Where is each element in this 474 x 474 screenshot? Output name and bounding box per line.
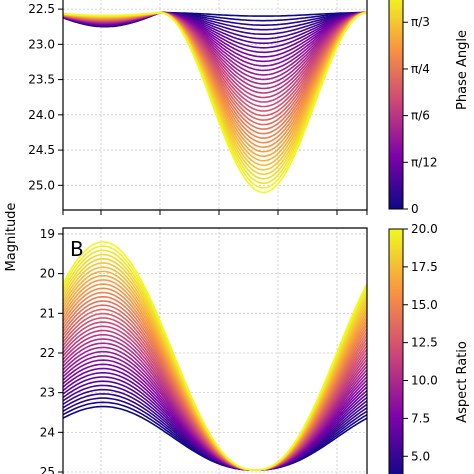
colorbar-phase-angle: 0 π/12 π/6 π/4 π/3 Phase Angle <box>388 0 470 216</box>
y-tick-label: 25 <box>40 465 55 474</box>
colorbar-aspect-ratio-ticks: 5.0 7.5 10.0 12.5 15.0 17.5 20.0 <box>403 222 438 463</box>
colorbar-tick-label: 7.5 <box>411 411 430 425</box>
y-tick-label: 23.5 <box>28 73 55 87</box>
panel-b-frame <box>62 227 368 474</box>
colorbar-aspect-ratio-label: Aspect Ratio <box>455 341 470 423</box>
colorbar-phase-angle-ticks: 0 π/12 π/6 π/4 π/3 <box>403 15 438 216</box>
panel-b-letter: B <box>70 237 84 261</box>
y-tick-label: 21 <box>40 306 55 320</box>
y-tick-label: 23.0 <box>28 37 55 51</box>
panel-b: 19 20 21 22 23 24 25 B <box>40 227 368 474</box>
colorbar-aspect-ratio: 5.0 7.5 10.0 12.5 15.0 17.5 20.0 Aspect Ratio <box>388 222 470 474</box>
panel-a-y-ticks: 22.5 23.0 23.5 24.0 24.5 25.0 <box>28 2 63 192</box>
y-tick-label: 22.5 <box>28 2 55 16</box>
colorbar-tick-label: 20.0 <box>411 222 438 236</box>
panel-b-curve <box>63 241 367 471</box>
y-tick-label: 19 <box>40 227 55 241</box>
y-tick-label: 24.0 <box>28 108 55 122</box>
colorbar-aspect-ratio-gradient <box>388 228 404 474</box>
panel-a-curves <box>63 11 367 194</box>
colorbar-tick-label: π/3 <box>411 15 430 29</box>
panel-a-frame <box>62 0 368 211</box>
panel-b-curves <box>63 241 367 471</box>
panel-b-y-ticks: 19 20 21 22 23 24 25 <box>40 227 63 474</box>
colorbar-tick-label: 10.0 <box>411 374 438 388</box>
y-tick-label: 24 <box>40 425 55 439</box>
colorbar-phase-angle-label: Phase Angle <box>455 30 470 110</box>
panel-a-curve <box>63 11 367 194</box>
panel-a: 22.5 23.0 23.5 24.0 24.5 25.0 <box>28 0 368 215</box>
y-tick-label: 25.0 <box>28 178 55 192</box>
colorbar-phase-angle-gradient <box>388 0 404 210</box>
colorbar-tick-label: 0 <box>411 202 419 216</box>
y-tick-label: 22 <box>40 346 55 360</box>
panel-a-x-ticks <box>62 210 368 215</box>
colorbar-tick-label: π/4 <box>411 62 430 76</box>
y-tick-label: 23 <box>40 386 55 400</box>
colorbar-tick-label: 17.5 <box>411 260 438 274</box>
colorbar-tick-label: 15.0 <box>411 298 438 312</box>
colorbar-tick-label: 5.0 <box>411 449 430 463</box>
y-axis-label: Magnitude <box>4 203 19 272</box>
colorbar-tick-label: π/6 <box>411 109 430 123</box>
y-tick-label: 20 <box>40 267 55 281</box>
colorbar-tick-label: π/12 <box>411 155 438 169</box>
y-tick-label: 24.5 <box>28 143 55 157</box>
colorbar-tick-label: 12.5 <box>411 336 438 350</box>
